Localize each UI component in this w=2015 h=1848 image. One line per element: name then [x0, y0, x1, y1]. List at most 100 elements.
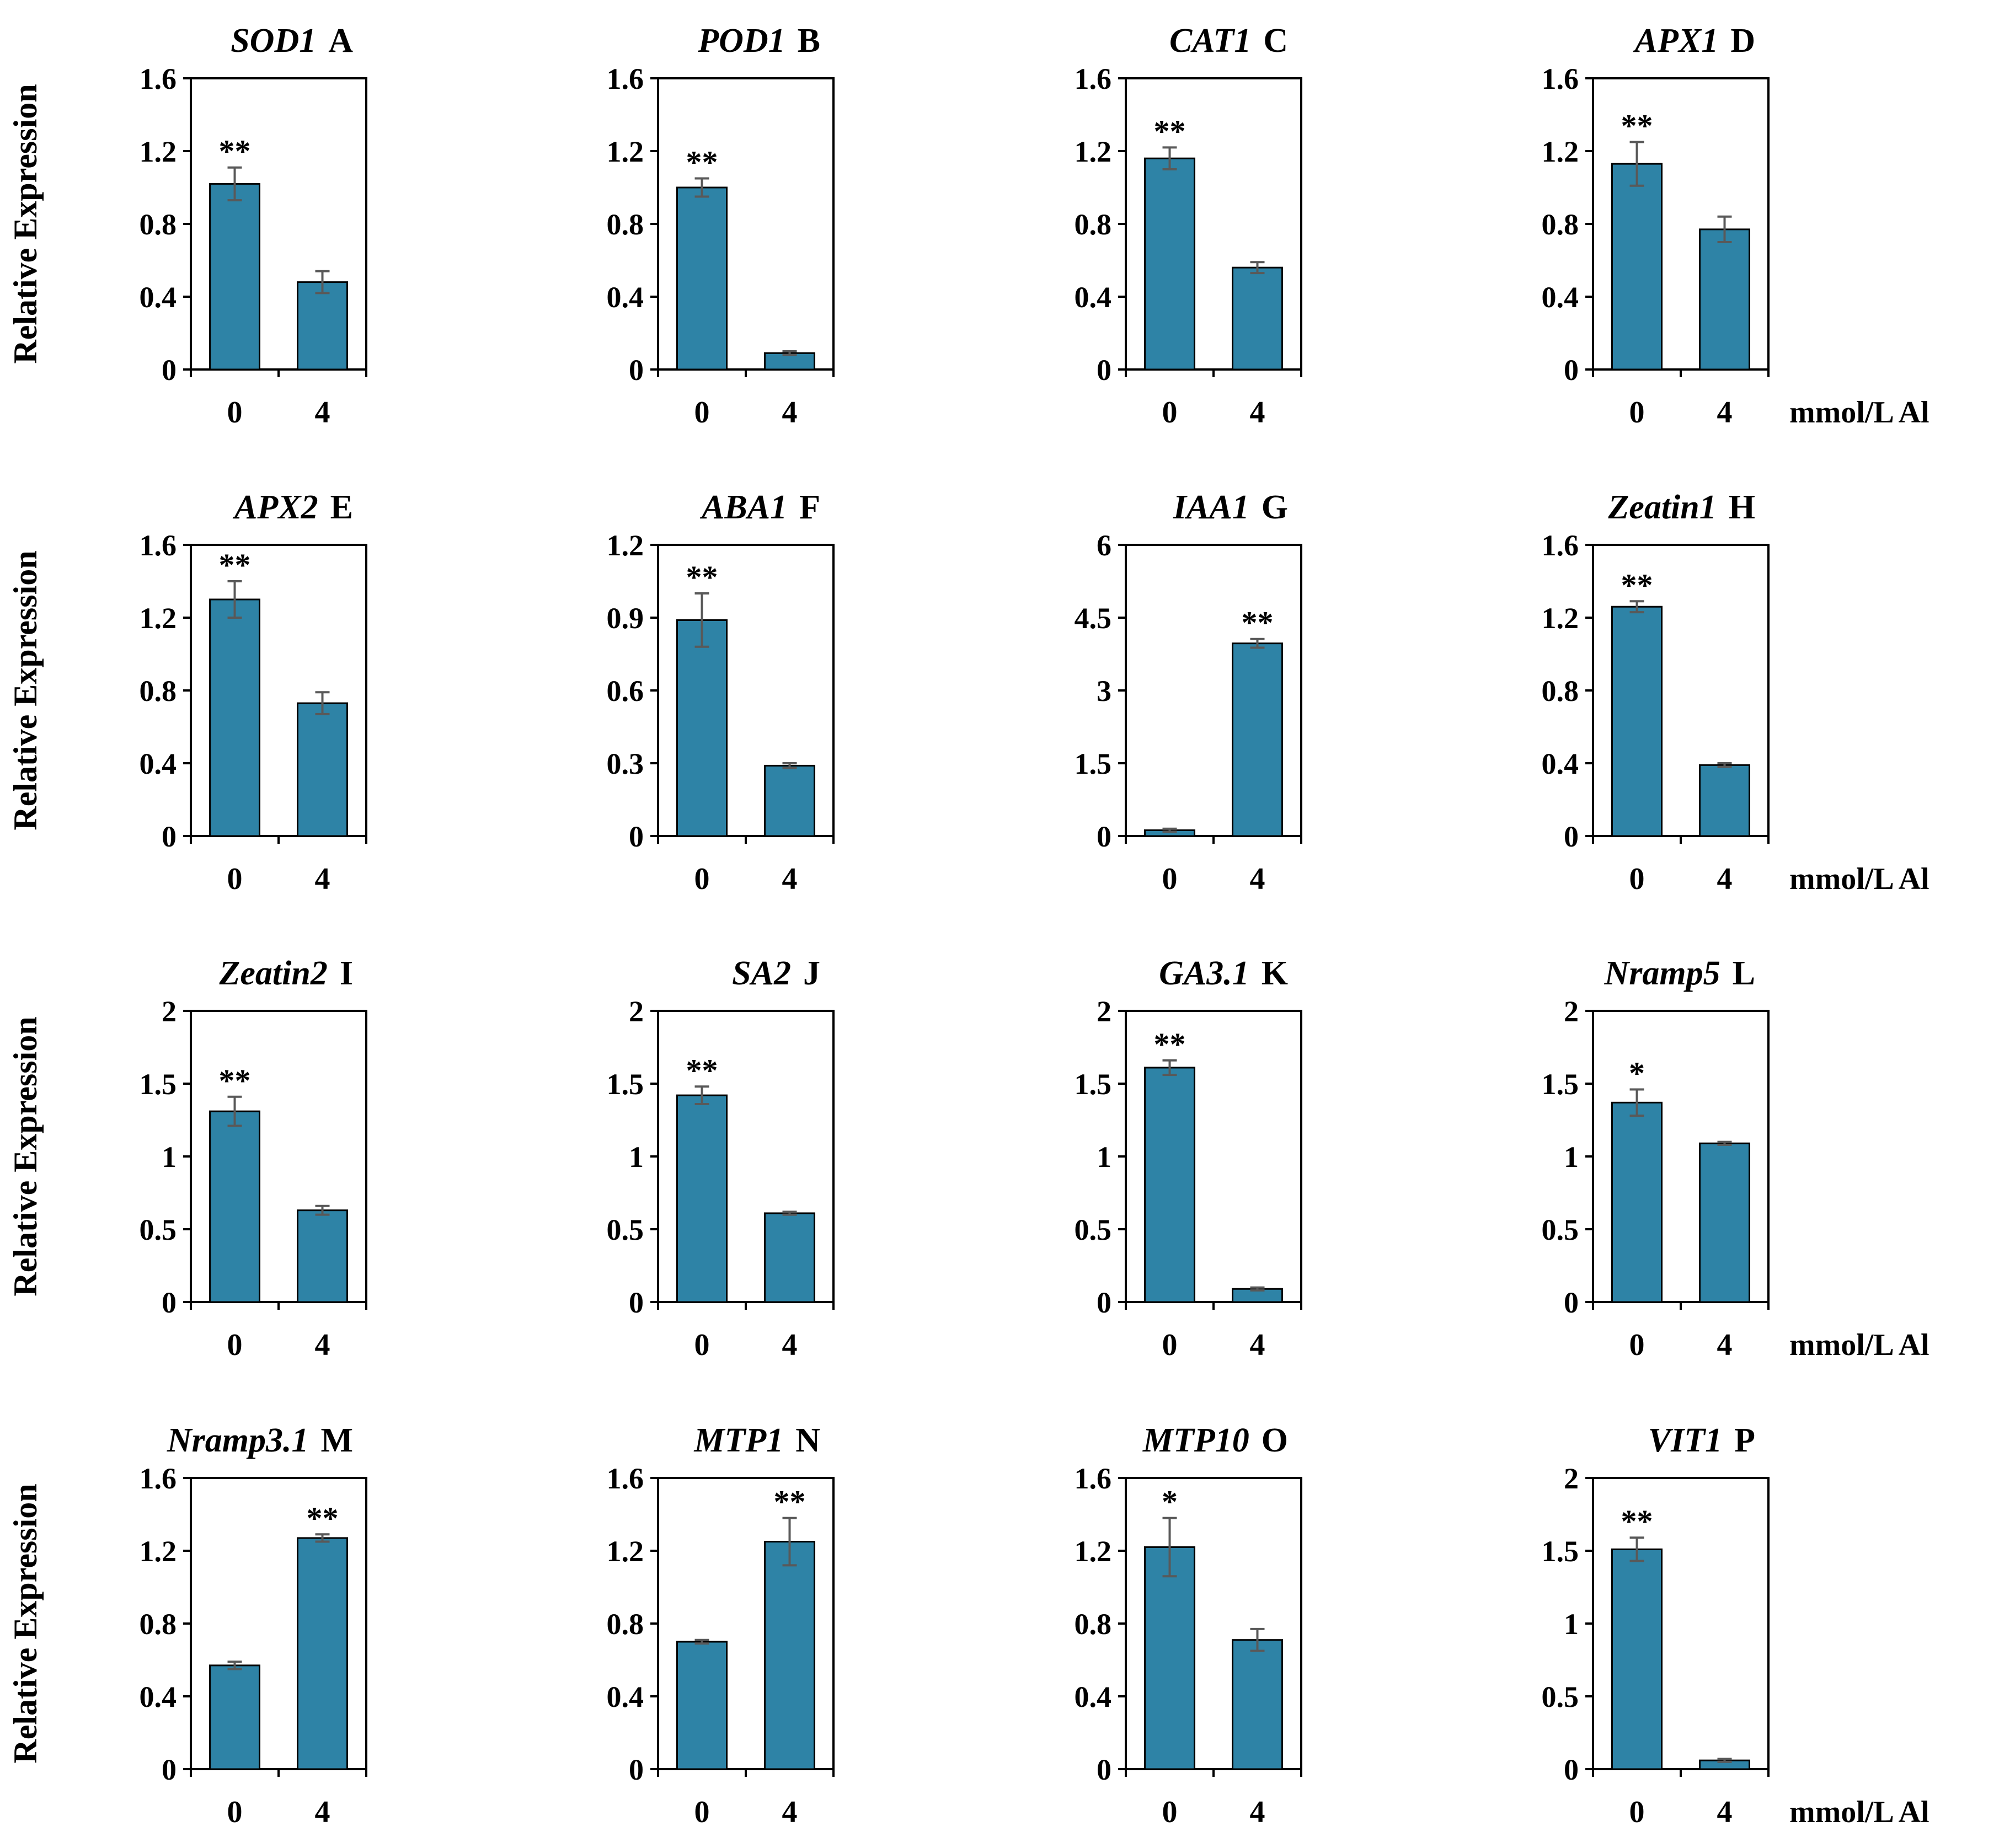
y-tick-label: 0: [1564, 1753, 1579, 1786]
y-tick-label: 0: [629, 1286, 644, 1319]
gene-name: IAA1: [1173, 489, 1249, 526]
error-bar: [694, 1085, 709, 1105]
y-axis-label: Relative Expression: [7, 1483, 44, 1763]
y-tick-label: 1: [1564, 1608, 1579, 1641]
error-bar: [227, 580, 242, 619]
x-axis-unit: mmol/L Al: [1789, 1328, 1930, 1362]
y-tick-label: 0.8: [140, 674, 177, 708]
x-tick-label: 0: [1629, 1795, 1645, 1829]
y-tick-label: 1.5: [607, 1068, 644, 1101]
x-tick-label: 0: [1162, 862, 1178, 896]
x-tick-label: 4: [1717, 395, 1733, 430]
bar-0: [209, 183, 260, 371]
x-tick-label: 0: [227, 395, 243, 430]
panel-letter: P: [1734, 1422, 1755, 1459]
error-bar: [782, 350, 797, 356]
panel-letter: B: [798, 22, 820, 60]
panel-letter: C: [1263, 22, 1288, 60]
y-tick-label: 1.6: [140, 529, 177, 562]
panel-letter: A: [328, 22, 353, 60]
y-tick-label: 1.5: [1542, 1068, 1579, 1101]
panel-i: 0 0.5 1 1.5 2 ** 0 4 Zeatin2 I Relative Expression: [7, 955, 367, 1362]
error-bar: [1162, 827, 1177, 833]
bar-0: [1144, 1546, 1195, 1770]
y-tick-label: 4.5: [1075, 602, 1112, 635]
y-tick-label: 0.8: [1075, 208, 1112, 241]
error-bar: [782, 1210, 797, 1216]
error-bar: [1250, 1627, 1265, 1652]
gene-name: GA3.1: [1159, 955, 1249, 992]
x-tick-label: 4: [1250, 862, 1265, 896]
y-tick-label: 1.2: [1542, 135, 1579, 168]
gene-name: Zeatin2: [219, 955, 328, 992]
y-tick-label: 1: [1564, 1140, 1579, 1174]
y-tick-label: 0.4: [140, 281, 177, 314]
error-bar: [1629, 1536, 1644, 1562]
x-tick-label: 4: [1717, 862, 1733, 896]
y-tick-label: 0.4: [1075, 281, 1112, 314]
y-tick-label: 0.4: [140, 747, 177, 780]
significance-mark: **: [219, 133, 251, 169]
panel-letter: N: [795, 1422, 820, 1459]
x-tick-label: 0: [227, 1328, 243, 1362]
x-tick-label: 0: [694, 1795, 710, 1829]
error-bar: [694, 1638, 709, 1645]
x-tick-label: 4: [782, 1795, 798, 1829]
y-tick-label: 1.2: [1075, 1535, 1112, 1568]
y-tick-label: 1.5: [1075, 1068, 1112, 1101]
panel-letter: L: [1733, 955, 1755, 992]
x-tick-label: 4: [1250, 395, 1265, 430]
y-tick-label: 0.8: [1075, 1608, 1112, 1641]
y-tick-label: 1: [1097, 1140, 1111, 1174]
panel-title: GA3.1 K: [1159, 955, 1288, 992]
y-tick-label: 1.6: [140, 62, 177, 95]
x-tick-label: 4: [1717, 1795, 1733, 1829]
gene-name: MTP1: [693, 1422, 783, 1459]
y-tick-label: 1.2: [140, 602, 177, 635]
panel-title: APX1 D: [1633, 22, 1755, 60]
y-tick-label: 1.2: [1075, 135, 1112, 168]
gene-name: CAT1: [1169, 22, 1251, 60]
gene-name: Nramp5: [1604, 955, 1720, 992]
y-tick-label: 0.3: [607, 747, 644, 780]
panel-f: 0 0.3 0.6 0.9 1.2 ** 0 4 ABA1 F: [607, 489, 835, 896]
y-tick-label: 0.8: [140, 1608, 177, 1641]
bar-4: [297, 281, 348, 371]
panel-a: 0 0.4 0.8 1.2 1.6 ** 0 4 SOD1 A Relative Expressio…: [7, 22, 367, 430]
error-bar: [315, 691, 330, 715]
error-bar: [1717, 762, 1732, 768]
y-tick-label: 1.2: [140, 1535, 177, 1568]
significance-mark: **: [686, 144, 718, 180]
bar-4: [764, 1212, 815, 1303]
error-bar: [315, 1204, 330, 1216]
error-bar: [1717, 1758, 1732, 1763]
y-tick-label: 0.4: [1542, 747, 1579, 780]
panel-letter: G: [1262, 489, 1288, 526]
error-bar: [1250, 638, 1265, 649]
bar-4: [1699, 1142, 1750, 1303]
y-tick-label: 0.5: [1075, 1213, 1112, 1246]
bar-4: [297, 702, 348, 837]
y-axis-label: Relative Expression: [7, 84, 44, 363]
gene-name: Nramp3.1: [167, 1422, 309, 1459]
y-tick-label: 0.8: [607, 208, 644, 241]
x-tick-label: 0: [227, 1795, 243, 1829]
y-tick-label: 0: [1564, 1286, 1579, 1319]
x-tick-label: 0: [1162, 1795, 1178, 1829]
panel-e: 0 0.4 0.8 1.2 1.6 ** 0 4 APX2 E Relative Expressio…: [7, 489, 367, 896]
error-bar: [315, 270, 330, 294]
significance-mark: **: [686, 1052, 718, 1088]
panel-title: POD1 B: [697, 22, 820, 60]
panel-letter: O: [1262, 1422, 1288, 1459]
y-tick-label: 1.6: [607, 62, 644, 95]
y-tick-label: 2: [162, 995, 177, 1028]
significance-mark: **: [1621, 108, 1653, 144]
gene-name: VIT1: [1648, 1422, 1722, 1459]
y-tick-label: 0: [629, 353, 644, 387]
gene-name: SOD1: [231, 22, 316, 60]
y-tick-label: 0.4: [140, 1680, 177, 1713]
x-tick-label: 4: [782, 395, 798, 430]
y-tick-label: 0: [162, 353, 177, 387]
y-tick-label: 1.2: [607, 1535, 644, 1568]
